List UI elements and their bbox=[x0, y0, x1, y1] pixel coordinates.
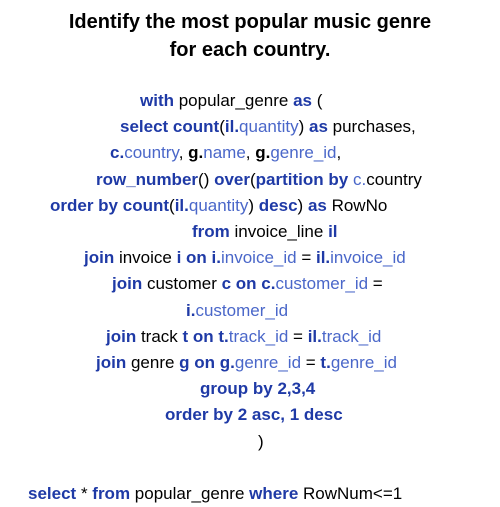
code-token: customer_id bbox=[275, 274, 369, 294]
code-token: = bbox=[288, 326, 308, 346]
code-token: = bbox=[368, 274, 383, 294]
final-select-line: select * from popular_genre where RowNum… bbox=[28, 481, 402, 507]
code-token: RowNum<=1 bbox=[303, 484, 403, 503]
join-genre-line: join genre g on g.genre_id = t.genre_id bbox=[96, 350, 397, 376]
code-token: join bbox=[96, 353, 131, 372]
join-invoice-line: join invoice i on i.invoice_id = il.invo… bbox=[84, 245, 406, 271]
group-by-line: group by 2,3,4 bbox=[200, 376, 315, 402]
code-token: invoice_line bbox=[234, 222, 329, 241]
code-token: order by 2 asc, 1 desc bbox=[165, 405, 343, 425]
code-token: genre_id bbox=[270, 143, 337, 163]
code-token: t. bbox=[320, 353, 331, 372]
with-line: with popular_genre as ( bbox=[140, 88, 322, 114]
code-token: ( bbox=[316, 91, 323, 110]
code-token: row_number bbox=[96, 169, 199, 189]
code-token: () bbox=[198, 169, 215, 189]
code-token: invoice_id bbox=[220, 248, 297, 268]
code-token: quantity bbox=[239, 117, 299, 137]
code-token: group by 2,3,4 bbox=[200, 379, 316, 399]
code-token: = bbox=[301, 353, 321, 372]
code-token: , bbox=[336, 143, 342, 163]
code-token: ) bbox=[298, 117, 309, 137]
code-token: genre bbox=[130, 353, 180, 372]
code-token: select bbox=[28, 484, 81, 503]
code-token: name bbox=[203, 143, 246, 163]
code-token: desc bbox=[258, 195, 298, 215]
code-token: invoice bbox=[118, 248, 177, 268]
code-token: ) bbox=[297, 195, 308, 215]
code-token: select count bbox=[120, 117, 220, 137]
code-token: genre_id bbox=[234, 353, 302, 372]
code-token: t on t. bbox=[182, 326, 229, 346]
title-line-1: Identify the most popular music genre bbox=[68, 11, 432, 33]
join-track-line: join track t on t.track_id = il.track_id bbox=[106, 324, 381, 350]
code-token: = bbox=[296, 248, 316, 268]
code-token: join bbox=[106, 326, 141, 346]
code-token: genre_id bbox=[330, 353, 397, 372]
code-token: with bbox=[140, 91, 179, 110]
code-token: customer_id bbox=[195, 300, 289, 320]
code-token: il bbox=[328, 222, 338, 241]
code-token: * bbox=[80, 484, 93, 503]
code-token: join bbox=[84, 248, 119, 268]
code-token: quantity bbox=[188, 195, 249, 215]
columns-line: c.country, g.name, g.genre_id, bbox=[110, 140, 341, 166]
code-token: c on c. bbox=[221, 274, 276, 294]
code-token: country bbox=[124, 143, 179, 163]
code-token: , bbox=[245, 143, 256, 163]
code-token: i on i. bbox=[176, 248, 221, 268]
code-token: il. bbox=[224, 117, 240, 137]
code-token: from bbox=[192, 222, 235, 241]
code-token: where bbox=[249, 484, 304, 503]
code-token: track bbox=[140, 326, 183, 346]
code-token: il. bbox=[315, 248, 331, 268]
code-token: join bbox=[112, 274, 147, 294]
code-token: g. bbox=[188, 143, 204, 163]
code-token: g on g. bbox=[179, 353, 235, 372]
title-line-2: for each country. bbox=[169, 39, 331, 61]
code-token: order by count bbox=[50, 195, 170, 215]
code-token: ) bbox=[248, 195, 259, 215]
code-token: as bbox=[293, 91, 317, 110]
code-token: track_id bbox=[228, 326, 289, 346]
code-token: i. bbox=[186, 300, 196, 320]
select-line: select count(il.quantity) as purchases, bbox=[120, 114, 416, 140]
code-token: invoice_id bbox=[330, 248, 406, 268]
code-token: as bbox=[308, 117, 333, 137]
code-token: country bbox=[366, 169, 422, 189]
code-token: ( bbox=[250, 169, 256, 189]
customer-id-line: i.customer_id bbox=[186, 298, 288, 324]
close-paren-line: ) bbox=[258, 429, 264, 455]
code-token: as bbox=[307, 195, 332, 215]
page-title: Identify the most popular music genre fo… bbox=[0, 8, 500, 64]
code-token: ( bbox=[169, 195, 175, 215]
code-token: c. bbox=[352, 169, 367, 189]
code-token: c. bbox=[110, 143, 125, 163]
code-token: customer bbox=[146, 274, 222, 294]
code-token: ( bbox=[219, 117, 225, 137]
code-token: track_id bbox=[321, 326, 382, 346]
code-token: purchases, bbox=[332, 117, 416, 137]
row-number-line: row_number() over(partition by c.country bbox=[96, 167, 422, 193]
code-token: popular_genre bbox=[134, 484, 250, 503]
code-token: , bbox=[178, 143, 189, 163]
from-line: from invoice_line il bbox=[192, 219, 338, 245]
code-token: partition by bbox=[255, 169, 353, 189]
code-token: over bbox=[214, 169, 250, 189]
code-token: popular_genre bbox=[178, 91, 294, 110]
code-token: ) bbox=[258, 431, 264, 451]
order-by-line: order by count(il.quantity) desc) as Row… bbox=[50, 193, 387, 219]
code-token: from bbox=[92, 484, 135, 503]
order-by-2-line: order by 2 asc, 1 desc bbox=[165, 402, 343, 428]
join-customer-line: join customer c on c.customer_id = bbox=[112, 271, 383, 297]
code-token: RowNo bbox=[331, 195, 388, 215]
code-token: g. bbox=[255, 143, 271, 163]
code-token: il. bbox=[307, 326, 322, 346]
code-token: il. bbox=[174, 195, 189, 215]
